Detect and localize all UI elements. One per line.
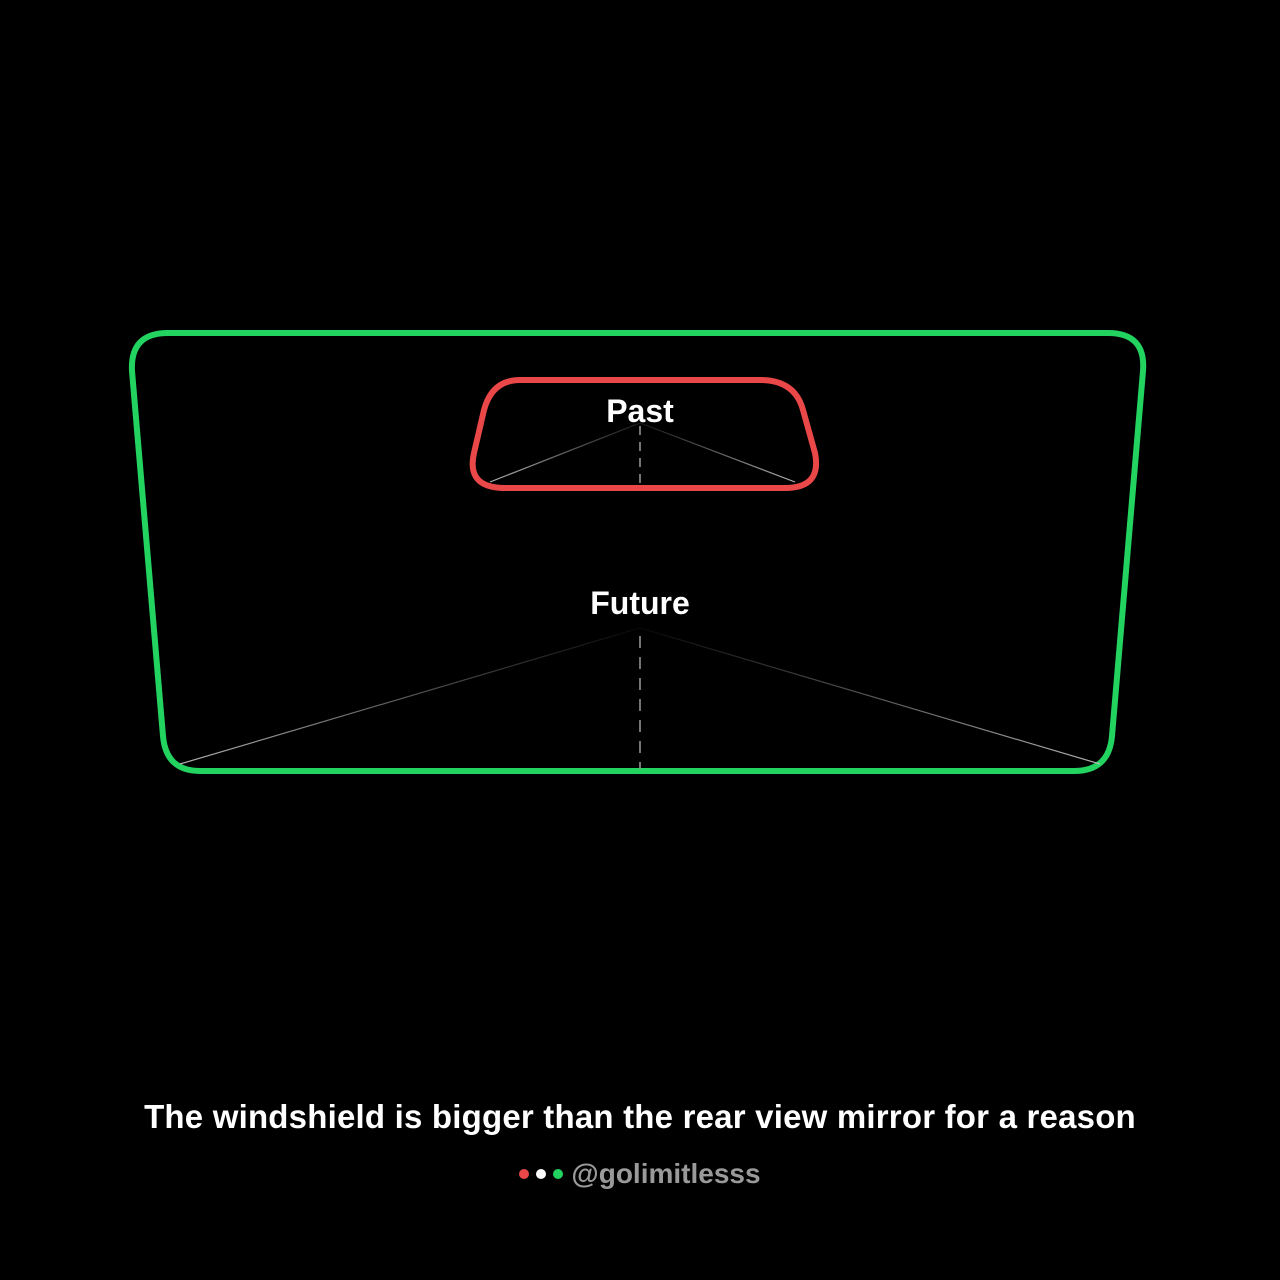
brand-dots — [519, 1169, 564, 1179]
windshield-outline — [128, 330, 1147, 774]
mirror-right-road-line — [639, 422, 796, 483]
mirror-left-road-line — [489, 422, 641, 483]
footer-handle-row: @golimitlesss — [0, 1158, 1280, 1190]
mirror-label: Past — [606, 393, 674, 429]
caption: The windshield is bigger than the rear v… — [144, 1098, 1136, 1135]
white-dot-icon — [536, 1169, 547, 1179]
social-handle[interactable]: @golimitlesss — [571, 1158, 761, 1189]
windshield-label: Future — [590, 585, 690, 621]
windshield-right-road-line — [639, 627, 1101, 765]
green-dot-icon — [553, 1169, 564, 1179]
red-dot-icon — [519, 1169, 530, 1179]
mirror-outline — [469, 377, 820, 491]
windshield-left-road-line — [179, 627, 641, 765]
